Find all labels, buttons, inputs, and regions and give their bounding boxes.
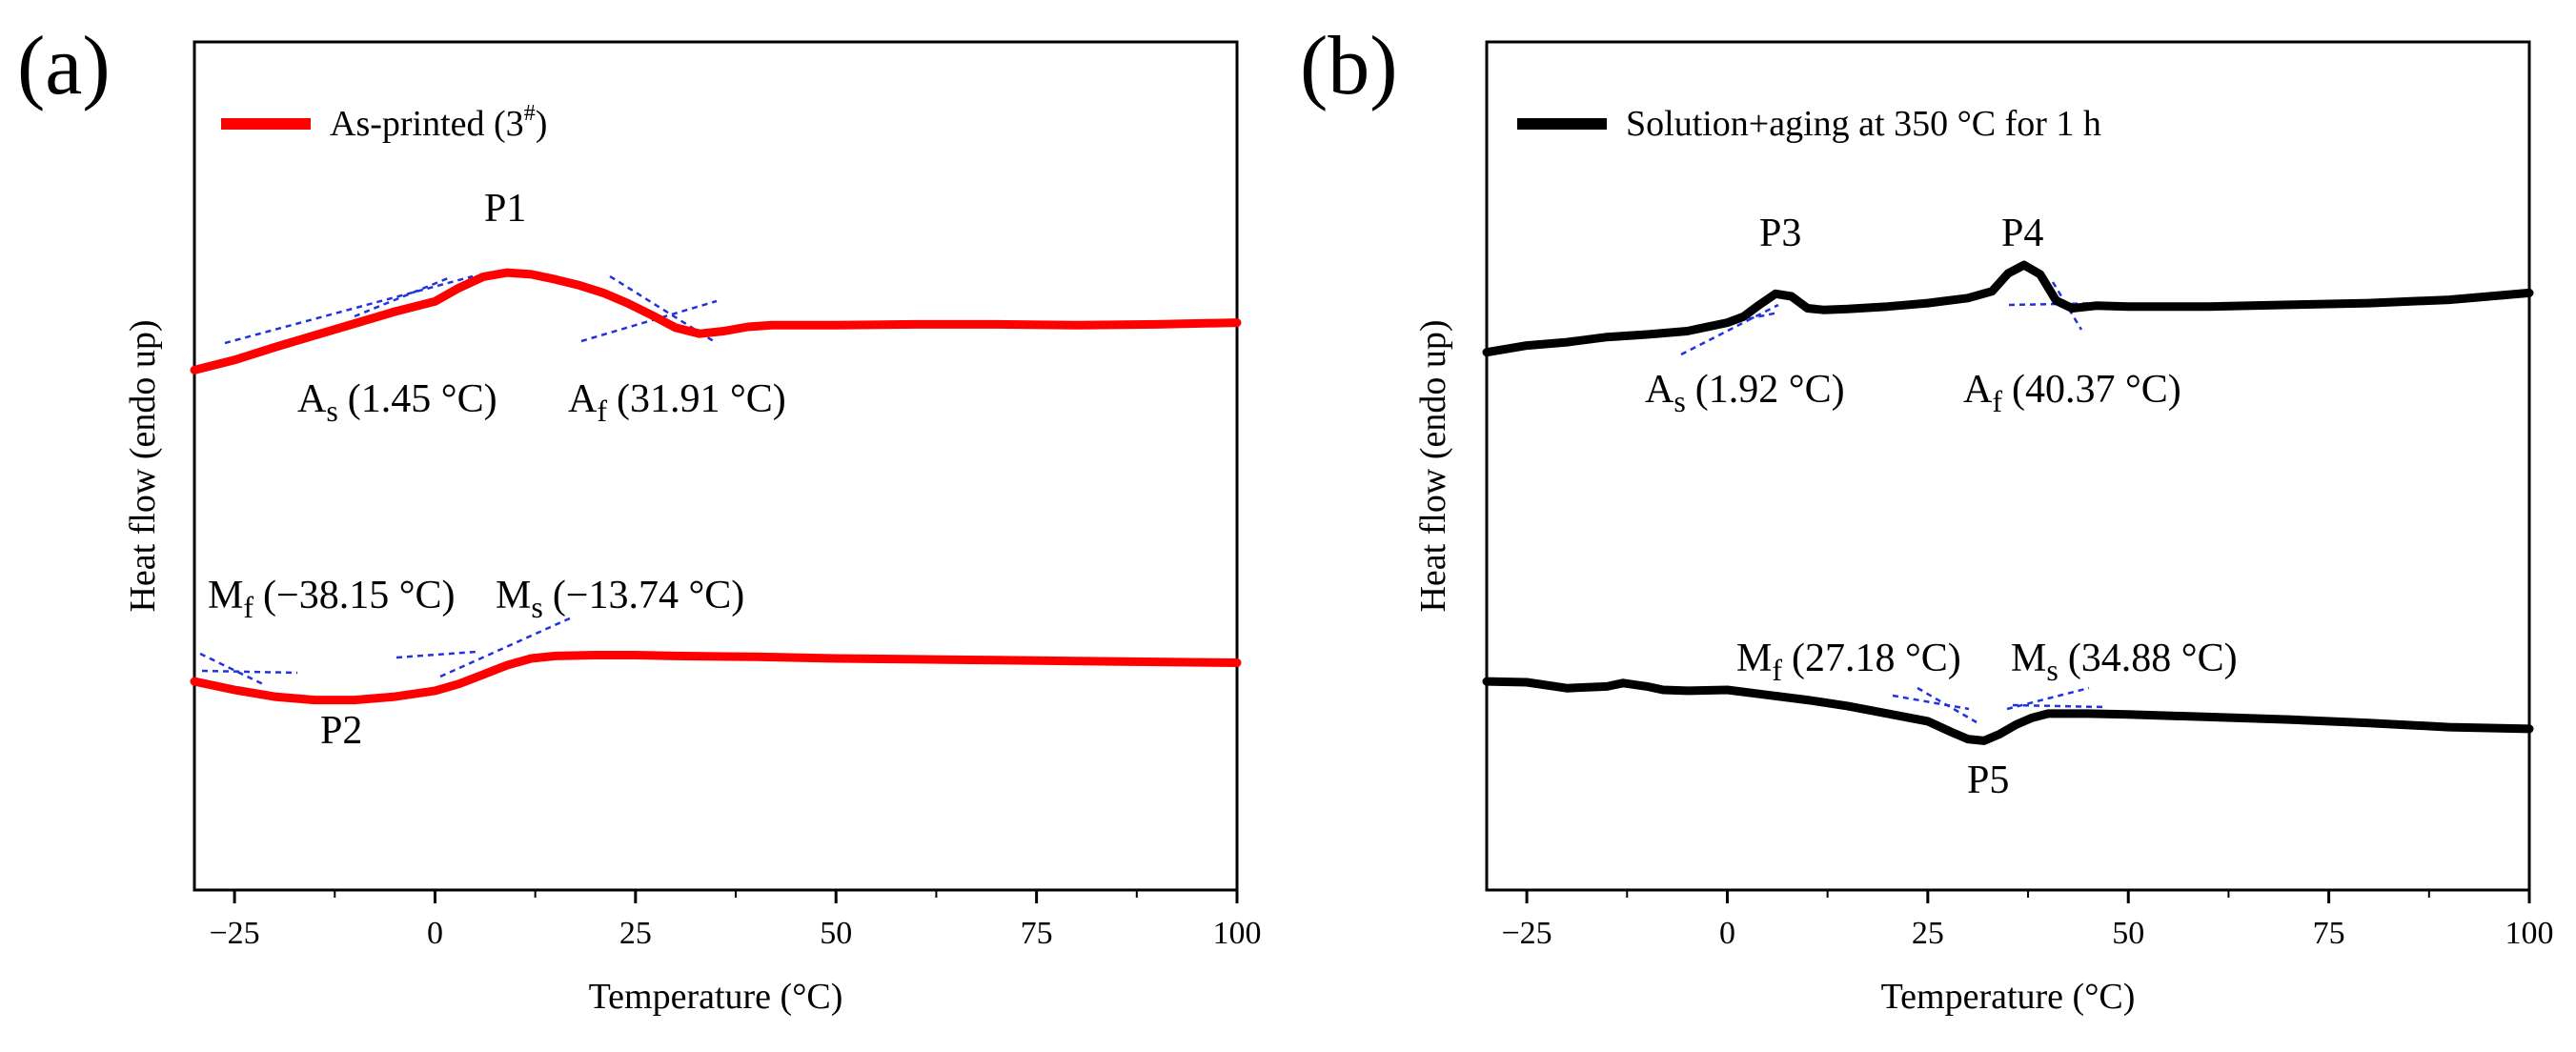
- panel-a-y-axis-title: Heat flow (endo up): [123, 319, 163, 612]
- panel-b-heating-curve: [1482, 260, 2534, 357]
- annot-sub: f: [1992, 384, 2002, 418]
- annot-value: (40.37 °C): [2012, 368, 2181, 412]
- x-tick-label: 25: [619, 916, 652, 951]
- panel-a-plot-frame: [193, 40, 1239, 892]
- x-tick-label: 25: [1912, 916, 1944, 951]
- annotation-ms-b: Ms (34.88 °C): [2011, 637, 2238, 687]
- peak-label-p1: P1: [484, 187, 526, 231]
- annot-main: M: [208, 574, 243, 617]
- annotation-as-a: As (1.45 °C): [297, 377, 497, 428]
- x-tick-label: 50: [2112, 916, 2144, 951]
- annotation-af-a: Af (31.91 °C): [568, 377, 786, 428]
- tangent-line: [439, 616, 573, 678]
- panel-b: (b) −25 0 25 50 75 100 Temperature (°C) Heat …: [1300, 20, 2554, 1017]
- panel-a: (a) −25 0 25 50 75 100 Temperature (°C) Heat …: [17, 20, 1262, 1017]
- annotation-ms-a: Ms (−13.74 °C): [496, 574, 744, 624]
- annot-value: (1.45 °C): [348, 377, 497, 421]
- annot-sub: f: [243, 590, 254, 624]
- x-tick-label: 100: [2505, 916, 2554, 951]
- annot-sub: s: [531, 590, 542, 624]
- x-tick-label: −25: [1501, 916, 1552, 951]
- panel-b-legend-text: Solution+aging at 350 °C for 1 h: [1626, 104, 2101, 144]
- x-tick-label: 75: [1021, 916, 1053, 951]
- panel-a-legend-text: As-printed (3#): [330, 101, 547, 144]
- annot-main: A: [568, 377, 598, 421]
- annot-sub: f: [597, 394, 607, 428]
- tangent-line: [199, 652, 264, 686]
- panel-b-y-axis-title: Heat flow (endo up): [1413, 319, 1453, 612]
- annot-main: M: [1736, 637, 1772, 680]
- annot-value: (−38.15 °C): [263, 574, 455, 617]
- panel-b-x-ticks: −25 0 25 50 75 100: [1501, 890, 2554, 951]
- panel-a-legend-label: As-printed (3: [330, 104, 524, 144]
- panel-b-cooling-curve: [1482, 677, 2534, 745]
- tangent-line: [224, 274, 474, 345]
- peak-label-p5: P5: [1967, 759, 2009, 802]
- panel-a-label: (a): [17, 20, 111, 112]
- annot-value: (27.18 °C): [1792, 637, 1961, 680]
- annot-value: (34.88 °C): [2068, 637, 2238, 680]
- tangent-line: [2006, 686, 2090, 711]
- annot-sub: s: [326, 394, 337, 428]
- panel-a-x-ticks: −25 0 25 50 75 100: [209, 890, 1262, 951]
- tangent-line: [201, 669, 298, 675]
- annotation-af-b: Af (40.37 °C): [1963, 368, 2181, 418]
- x-tick-label: −25: [209, 916, 259, 951]
- x-tick-label: 75: [2313, 916, 2345, 951]
- panel-a-tangent-lines: [199, 274, 718, 686]
- annot-value: (1.92 °C): [1695, 368, 1845, 412]
- x-tick-label: 50: [820, 916, 852, 951]
- tangent-line: [354, 276, 449, 318]
- annot-main: M: [2011, 637, 2046, 680]
- panel-a-x-axis-title: Temperature (°C): [589, 977, 843, 1017]
- tangent-line: [580, 299, 718, 343]
- annot-sub: s: [2046, 653, 2058, 687]
- x-tick-label: 0: [427, 916, 443, 951]
- peak-label-p4: P4: [2001, 212, 2043, 255]
- annot-main: A: [1645, 368, 1674, 412]
- annot-main: A: [1963, 368, 1993, 412]
- panel-a-heating-curve: [190, 268, 1242, 374]
- annot-value: (31.91 °C): [617, 377, 786, 421]
- annot-main: A: [297, 377, 327, 421]
- annotation-mf-a: Mf (−38.15 °C): [208, 574, 455, 624]
- tangent-line: [2051, 281, 2083, 331]
- tangent-line: [1917, 686, 1978, 724]
- tangent-line: [2012, 703, 2107, 709]
- panel-a-legend-sup: #: [524, 101, 536, 126]
- tangent-line: [396, 650, 477, 659]
- annot-value: (−13.74 °C): [553, 574, 744, 617]
- annotation-as-b: As (1.92 °C): [1645, 368, 1845, 418]
- peak-label-p3: P3: [1759, 212, 1801, 255]
- tangent-line: [1892, 694, 1970, 711]
- panel-a-cooling-curve: [190, 651, 1242, 705]
- annotation-mf-b: Mf (27.18 °C): [1736, 637, 1961, 687]
- annot-sub: s: [1673, 384, 1685, 418]
- tangent-line: [1680, 303, 1779, 356]
- x-tick-label: 100: [1213, 916, 1262, 951]
- x-tick-label: 0: [1719, 916, 1735, 951]
- panel-b-x-axis-title: Temperature (°C): [1881, 977, 2136, 1017]
- panel-b-plot-frame: [1485, 40, 2531, 892]
- panel-b-label: (b): [1300, 20, 1398, 112]
- annot-sub: f: [1772, 653, 1782, 687]
- panel-a-legend-end: ): [536, 104, 548, 144]
- peak-label-p2: P2: [320, 709, 362, 753]
- annot-main: M: [496, 574, 531, 617]
